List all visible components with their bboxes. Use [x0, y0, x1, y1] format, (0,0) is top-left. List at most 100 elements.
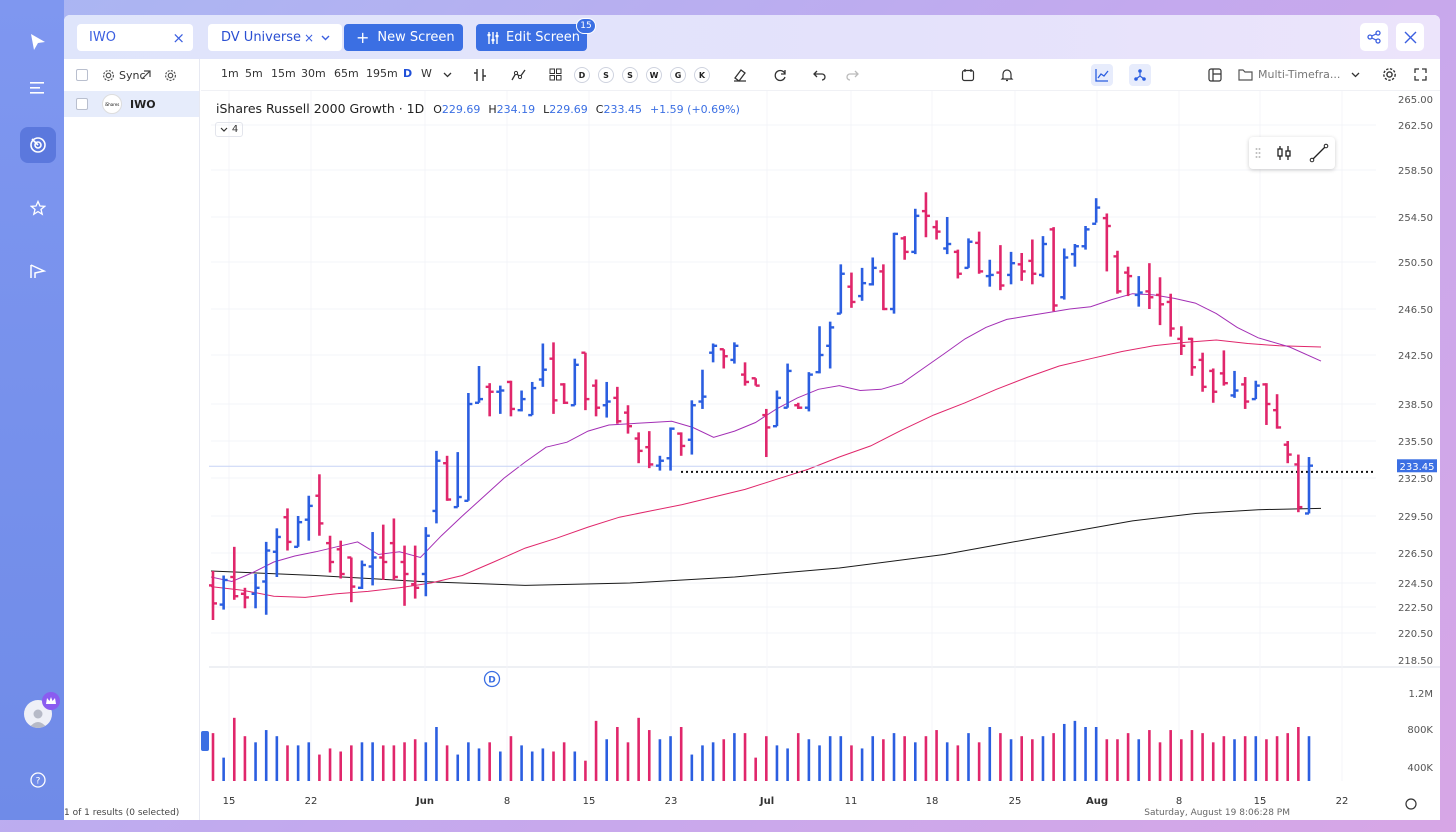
volume-tick-label: 800K: [1407, 725, 1433, 736]
drawing-tools-popup: [1249, 137, 1335, 169]
period-w-button[interactable]: W: [646, 67, 662, 83]
x-tick-label: Aug: [1086, 796, 1108, 807]
chevron-down-icon[interactable]: [443, 72, 452, 78]
chart-title: iShares Russell 2000 Growth · 1D: [216, 101, 425, 116]
y-tick-label: 226.50: [1398, 549, 1433, 560]
select-all-checkbox[interactable]: [76, 69, 88, 81]
dividend-marker: [483, 670, 501, 688]
tf-30m[interactable]: 30m: [301, 67, 326, 80]
edit-screen-button[interactable]: Edit Screen: [476, 24, 587, 51]
indicators-icon[interactable]: [511, 68, 527, 82]
grid-icon[interactable]: [549, 68, 562, 81]
compare-toggle[interactable]: [1129, 64, 1151, 86]
chart-type-toggle[interactable]: [1091, 64, 1113, 86]
row-checkbox[interactable]: [76, 98, 88, 110]
candlestick-tool-icon[interactable]: [1275, 144, 1293, 162]
close-icon[interactable]: ×: [172, 28, 185, 47]
tf-15m[interactable]: 15m: [271, 67, 296, 80]
settings-icon[interactable]: [164, 69, 177, 82]
open-value: 229.69: [441, 103, 481, 116]
chart-area[interactable]: 1m 5m 15m 30m 65m 195m D W D S S W G K: [201, 59, 1440, 820]
close-value: 233.45: [603, 103, 642, 116]
low-value: 229.69: [549, 103, 588, 116]
symbol-tab-label: IWO: [89, 30, 116, 45]
price-chart[interactable]: 265.00 262.50 258.50 254.50 250.50 246.50 242.…: [201, 91, 1440, 820]
ishares-logo: iShares: [102, 94, 122, 114]
x-tick-label: 25: [1009, 796, 1022, 807]
tf-d[interactable]: D: [403, 67, 413, 80]
layout-icon[interactable]: [1208, 68, 1222, 82]
result-row[interactable]: iShares IWO: [64, 91, 199, 117]
y-tick-label: 254.50: [1398, 213, 1433, 224]
undo-icon[interactable]: [813, 69, 826, 81]
gear-icon[interactable]: [102, 69, 115, 82]
link-icon[interactable]: [140, 69, 152, 81]
folder-icon[interactable]: [1238, 68, 1253, 81]
edit-screen-badge: 15: [576, 18, 596, 34]
user-avatar[interactable]: [24, 692, 60, 728]
period-k-button[interactable]: K: [694, 67, 710, 83]
indicator-collapse-button[interactable]: 4: [215, 122, 243, 137]
ma-mid-line: [210, 339, 1322, 598]
x-tick-label: 15: [1254, 796, 1267, 807]
y-tick-label: 224.50: [1398, 579, 1433, 590]
svg-text:?: ?: [36, 777, 41, 787]
share-button[interactable]: [1360, 23, 1388, 51]
settings-icon[interactable]: [1382, 67, 1397, 82]
high-label: H: [488, 103, 497, 116]
star-icon[interactable]: [20, 190, 56, 226]
axis-settings-icon: [1405, 798, 1417, 810]
period-d-button[interactable]: D: [574, 67, 590, 83]
universe-tab[interactable]: DV Universe ×: [208, 24, 342, 51]
screener-icon[interactable]: [20, 127, 56, 163]
volume-tick-label: 400K: [1407, 763, 1433, 774]
bell-icon[interactable]: [1000, 68, 1014, 82]
redo-icon[interactable]: [846, 69, 859, 81]
y-tick-label: 222.50: [1398, 603, 1433, 614]
x-tick-label: Jun: [415, 796, 434, 807]
close-icon[interactable]: ×: [304, 30, 315, 45]
fullscreen-icon[interactable]: [1414, 68, 1427, 81]
trendline-tool-icon[interactable]: [1309, 143, 1329, 163]
indicator-count: 4: [231, 124, 239, 135]
y-tick-label: 265.00: [1398, 95, 1433, 106]
bar-style-icon[interactable]: [473, 68, 487, 82]
period-s2-button[interactable]: S: [622, 67, 638, 83]
tf-5m[interactable]: 5m: [245, 67, 263, 80]
x-share-button[interactable]: [1396, 23, 1424, 51]
tf-195m[interactable]: 195m: [366, 67, 398, 80]
y-tick-label: 238.50: [1398, 400, 1433, 411]
sliders-icon: [487, 31, 499, 44]
dividend-label: D: [488, 676, 495, 686]
last-price-tag: [1397, 459, 1437, 473]
x-tick-label: 22: [1336, 796, 1349, 807]
tf-w[interactable]: W: [421, 67, 432, 80]
symbol-tab[interactable]: IWO ×: [77, 24, 193, 51]
chevron-down-icon[interactable]: [321, 35, 330, 41]
drag-handle-icon[interactable]: [1255, 147, 1261, 159]
menu-icon[interactable]: [20, 70, 56, 106]
change-value: +1.59 (+0.69%): [649, 103, 740, 116]
tf-1m[interactable]: 1m: [221, 67, 239, 80]
tf-65m[interactable]: 65m: [334, 67, 359, 80]
share-icon: [1367, 30, 1381, 44]
refresh-icon[interactable]: [773, 68, 787, 82]
y-tick-label: 218.50: [1398, 656, 1433, 667]
x-tick-label: 18: [926, 796, 939, 807]
period-s-button[interactable]: S: [598, 67, 614, 83]
flag-icon[interactable]: [20, 253, 56, 289]
result-symbol: IWO: [130, 97, 156, 111]
network-icon: [1134, 69, 1146, 81]
period-g-button[interactable]: G: [670, 67, 686, 83]
y-tick-label: 232.50: [1398, 474, 1433, 485]
calendar-icon[interactable]: [961, 68, 975, 82]
layout-name[interactable]: Multi-Timefra...: [1258, 68, 1341, 81]
x-tick-label: 15: [223, 796, 236, 807]
logo-icon[interactable]: [20, 24, 56, 60]
eraser-icon[interactable]: [733, 68, 747, 82]
x-logo-icon: [1404, 31, 1416, 43]
new-screen-button[interactable]: + New Screen: [344, 24, 463, 51]
chevron-down-icon[interactable]: [1351, 72, 1360, 78]
help-icon[interactable]: ?: [20, 762, 56, 798]
y-tick-label: 262.50: [1398, 121, 1433, 132]
